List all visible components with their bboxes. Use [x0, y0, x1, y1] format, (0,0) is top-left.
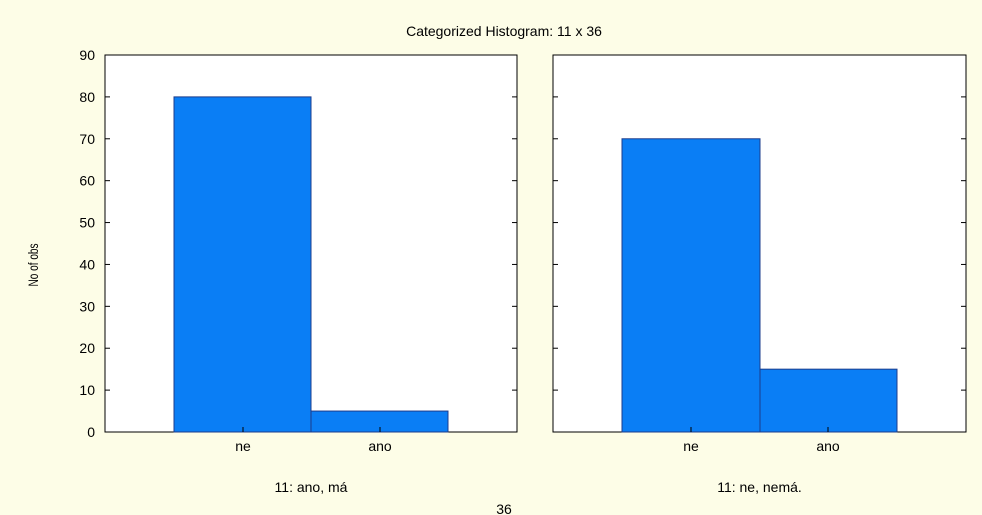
y-tick-label: 70 — [79, 131, 95, 147]
y-tick-label: 0 — [87, 424, 95, 440]
chart-title: Categorized Histogram: 11 x 36 — [406, 23, 602, 39]
x-axis-label: 36 — [496, 501, 512, 515]
y-tick-label: 60 — [79, 173, 95, 189]
x-tick-label: ano — [816, 438, 840, 454]
chart-panel: ne ano 11: ne, nemá. — [552, 54, 967, 495]
y-tick-label: 40 — [79, 256, 95, 272]
x-tick-label: ano — [368, 438, 392, 454]
y-tick-label: 90 — [79, 47, 95, 63]
panel-label: 11: ne, nemá. — [717, 479, 802, 495]
chart-panel: 0 10 20 30 40 50 60 70 80 90 ne ano 11: ano, má — [79, 47, 518, 495]
bar — [173, 96, 312, 433]
chart-panels: 0 10 20 30 40 50 60 70 80 90 ne ano 11: ano, má ne ano… — [79, 47, 967, 495]
y-axis-label: No of obs — [25, 243, 41, 286]
x-tick-label: ne — [683, 438, 699, 454]
bar — [621, 138, 761, 433]
y-tick-label: 10 — [79, 382, 95, 398]
y-tick-label: 30 — [79, 298, 95, 314]
bar — [759, 368, 898, 433]
y-tick-label: 80 — [79, 89, 95, 105]
y-tick-label: 20 — [79, 340, 95, 356]
y-tick-label: 50 — [79, 215, 95, 231]
x-tick-label: ne — [235, 438, 251, 454]
panel-label: 11: ano, má — [275, 479, 348, 495]
